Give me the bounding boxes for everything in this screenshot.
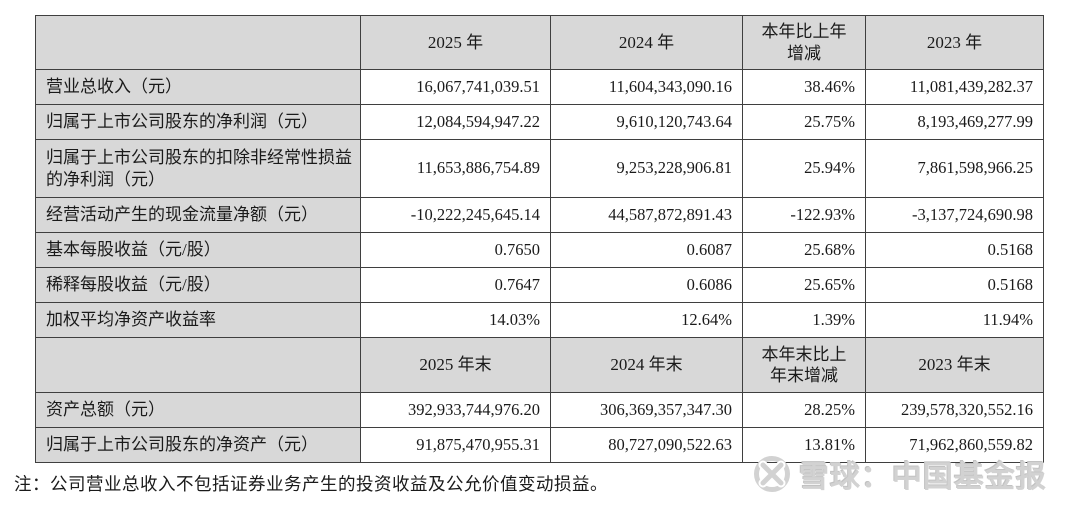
year-end-change-line1: 本年末比上: [761, 344, 847, 364]
col-header-2025-end: 2025 年末: [360, 337, 551, 393]
table-row-net-assets: 归属于上市公司股东的净资产（元） 91,875,470,955.31 80,72…: [35, 427, 1044, 463]
table-header-annual: 2025 年 2024 年 本年比上年 增减 2023 年: [35, 15, 1044, 70]
table-row-net-profit: 归属于上市公司股东的净利润（元） 12,084,594,947.22 9,610…: [35, 104, 1044, 140]
value-change: 25.94%: [742, 139, 866, 198]
value-2024: 9,610,120,743.64: [550, 104, 743, 140]
row-label: 资产总额（元）: [35, 392, 361, 428]
col-header-year-end-change: 本年末比上 年末增减: [742, 337, 866, 393]
year-end-change-line2: 年末增减: [770, 366, 838, 385]
value-2025: 91,875,470,955.31: [360, 427, 551, 463]
table-header-year-end: 2025 年末 2024 年末 本年末比上 年末增减 2023 年末: [35, 337, 1044, 393]
col-header-yoy-change: 本年比上年 增减: [742, 15, 866, 70]
value-2023: 11,081,439,282.37: [865, 69, 1044, 105]
value-2023: 11.94%: [865, 302, 1044, 338]
header-corner-cell: [35, 337, 361, 393]
table-row-total-revenue: 营业总收入（元） 16,067,741,039.51 11,604,343,09…: [35, 69, 1044, 105]
value-2023: 7,861,598,966.25: [865, 139, 1044, 198]
col-header-2025: 2025 年: [360, 15, 551, 70]
header-corner-cell: [35, 15, 361, 70]
col-header-2023: 2023 年: [865, 15, 1044, 70]
value-2024: 0.6087: [550, 232, 743, 268]
row-label: 经营活动产生的现金流量净额（元）: [35, 197, 361, 233]
value-2025: 11,653,886,754.89: [360, 139, 551, 198]
value-2023: 71,962,860,559.82: [865, 427, 1044, 463]
col-header-2024-end: 2024 年末: [550, 337, 743, 393]
table-row-net-profit-excl-nonrecurring: 归属于上市公司股东的扣除非经常性损益的净利润（元） 11,653,886,754…: [35, 139, 1044, 198]
row-label: 稀释每股收益（元/股）: [35, 267, 361, 303]
value-change: 25.65%: [742, 267, 866, 303]
value-2025: 0.7647: [360, 267, 551, 303]
col-header-2024: 2024 年: [550, 15, 743, 70]
table-row-weighted-avg-roe: 加权平均净资产收益率 14.03% 12.64% 1.39% 11.94%: [35, 302, 1044, 338]
value-change: 25.75%: [742, 104, 866, 140]
row-label: 基本每股收益（元/股）: [35, 232, 361, 268]
value-change: 1.39%: [742, 302, 866, 338]
value-2023: 0.5168: [865, 267, 1044, 303]
value-change: 13.81%: [742, 427, 866, 463]
row-label: 归属于上市公司股东的净利润（元）: [35, 104, 361, 140]
value-2025: 14.03%: [360, 302, 551, 338]
value-2024: 12.64%: [550, 302, 743, 338]
value-2023: 8,193,469,277.99: [865, 104, 1044, 140]
table-row-operating-cash-flow: 经营活动产生的现金流量净额（元） -10,222,245,645.14 44,5…: [35, 197, 1044, 233]
footnote: 注：公司营业总收入不包括证券业务产生的投资收益及公允价值变动损益。: [14, 474, 608, 494]
yoy-change-line2: 增减: [787, 43, 821, 63]
financial-summary-table: 2025 年 2024 年 本年比上年 增减 2023 年 营业总收入（元） 1…: [35, 15, 1044, 463]
table-row-basic-eps: 基本每股收益（元/股） 0.7650 0.6087 25.68% 0.5168: [35, 232, 1044, 268]
value-2024: 80,727,090,522.63: [550, 427, 743, 463]
value-change: 28.25%: [742, 392, 866, 428]
row-label: 加权平均净资产收益率: [35, 302, 361, 338]
row-label: 归属于上市公司股东的净资产（元）: [35, 427, 361, 463]
value-2024: 11,604,343,090.16: [550, 69, 743, 105]
value-2024: 0.6086: [550, 267, 743, 303]
value-2023: 239,578,320,552.16: [865, 392, 1044, 428]
value-2025: -10,222,245,645.14: [360, 197, 551, 233]
value-2025: 0.7650: [360, 232, 551, 268]
value-2023: 0.5168: [865, 232, 1044, 268]
row-label: 归属于上市公司股东的扣除非经常性损益的净利润（元）: [35, 139, 361, 198]
row-label: 营业总收入（元）: [35, 69, 361, 105]
table-row-total-assets: 资产总额（元） 392,933,744,976.20 306,369,357,3…: [35, 392, 1044, 428]
value-2024: 9,253,228,906.81: [550, 139, 743, 198]
value-2025: 12,084,594,947.22: [360, 104, 551, 140]
value-2025: 392,933,744,976.20: [360, 392, 551, 428]
value-change: 25.68%: [742, 232, 866, 268]
value-2024: 44,587,872,891.43: [550, 197, 743, 233]
value-2025: 16,067,741,039.51: [360, 69, 551, 105]
value-change: -122.93%: [742, 197, 866, 233]
value-change: 38.46%: [742, 69, 866, 105]
value-2024: 306,369,357,347.30: [550, 392, 743, 428]
yoy-change-line1: 本年比上年: [761, 22, 847, 42]
col-header-2023-end: 2023 年末: [865, 337, 1044, 393]
value-2023: -3,137,724,690.98: [865, 197, 1044, 233]
table-row-diluted-eps: 稀释每股收益（元/股） 0.7647 0.6086 25.65% 0.5168: [35, 267, 1044, 303]
